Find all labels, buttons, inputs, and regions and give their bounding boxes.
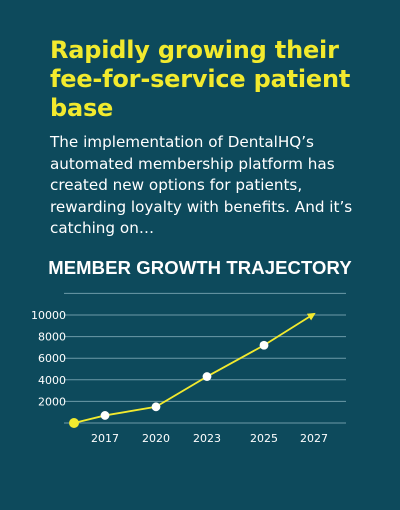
data-point	[259, 340, 269, 350]
x-tick-label: 2027	[300, 432, 328, 445]
y-tick-label: 8000	[38, 331, 66, 344]
data-point	[202, 372, 212, 381]
y-axis-tick-labels: 10000 8000 6000 4000 2000	[31, 309, 66, 408]
y-tick-label: 10000	[31, 309, 66, 322]
chart-title: MEMBER GROWTH TRAJECTORY	[48, 257, 352, 278]
growth-line	[73, 312, 316, 424]
origin-point	[69, 418, 79, 428]
data-point	[151, 402, 161, 412]
data-point	[100, 411, 110, 420]
x-tick-label: 2020	[142, 432, 170, 445]
y-tick-label: 6000	[38, 352, 66, 365]
headline: Rapidly growing their fee-for-service pa…	[50, 36, 351, 122]
y-tick-label: 2000	[38, 395, 66, 408]
intro-paragraph: The implementation of DentalHQ’s automat…	[50, 133, 353, 237]
gridlines	[64, 292, 346, 424]
x-tick-label: 2025	[250, 432, 278, 445]
y-tick-label: 4000	[38, 374, 66, 387]
x-tick-label: 2023	[193, 432, 221, 445]
growth-series	[69, 312, 316, 428]
x-tick-label: 2017	[91, 432, 119, 445]
x-axis-tick-labels: 2017 2020 2023 2025 2027	[91, 432, 328, 445]
